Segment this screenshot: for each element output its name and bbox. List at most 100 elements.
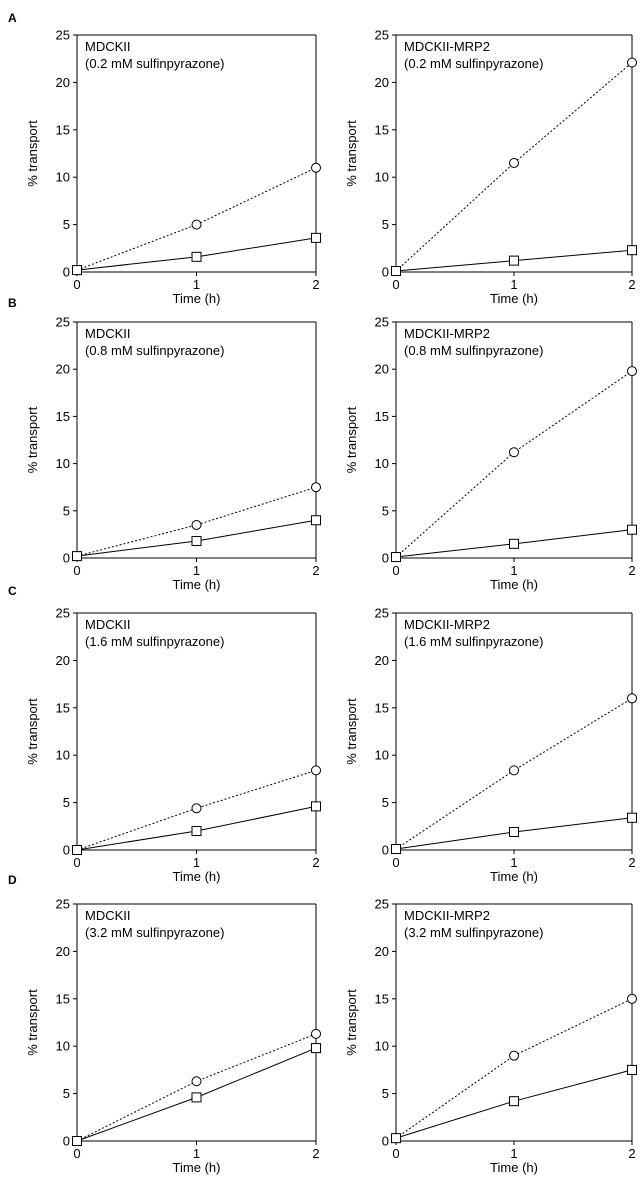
chart-title: MDCKII — [85, 39, 131, 54]
chart-subtitle: (0.2 mM sulfinpyrazone) — [404, 56, 543, 71]
y-tick-label: 5 — [382, 795, 389, 810]
data-point-square — [509, 538, 519, 549]
y-tick-label: 0 — [63, 265, 70, 280]
x-tick-label: 2 — [312, 855, 319, 870]
y-tick-label: 15 — [56, 700, 70, 715]
y-tick-label: 15 — [375, 122, 389, 137]
x-tick-label: 0 — [392, 1146, 399, 1161]
x-tick-label: 1 — [510, 277, 517, 292]
y-tick-label: 5 — [382, 1086, 389, 1101]
data-point-square — [311, 801, 321, 812]
series-line-circle — [76, 1033, 317, 1142]
data-point-square — [72, 1136, 82, 1146]
y-tick-label: 15 — [375, 409, 389, 424]
data-point-circle — [311, 765, 321, 776]
x-tick-label: 2 — [628, 855, 635, 870]
x-axis-label: Time (h) — [173, 291, 221, 306]
y-tick-label: 10 — [375, 1039, 389, 1054]
x-tick-label: 2 — [628, 277, 635, 292]
y-tick-label: 5 — [63, 795, 70, 810]
y-tick-label: 20 — [375, 75, 389, 90]
y-tick-label: 5 — [63, 1086, 70, 1101]
y-tick-label: 25 — [56, 606, 70, 621]
chart-a-mdckii-mrp2: 0 5 10 15 20 25 0 1 2 Time (h) % transport MDCKII-M… — [344, 28, 637, 306]
y-tick-label: 10 — [56, 456, 70, 471]
y-tick-label: 0 — [382, 843, 389, 858]
y-tick-label: 0 — [382, 265, 389, 280]
data-point-square — [391, 266, 401, 277]
y-tick-label: 10 — [56, 170, 70, 185]
y-tick-label: 10 — [56, 748, 70, 763]
y-tick-label: 15 — [56, 409, 70, 424]
y-tick-label: 20 — [375, 653, 389, 668]
y-tick-label: 20 — [375, 944, 389, 959]
y-tick-label: 5 — [382, 217, 389, 232]
data-point-circle — [509, 447, 519, 458]
x-tick-label: 2 — [312, 277, 319, 292]
y-tick-label: 25 — [375, 315, 389, 330]
data-point-square — [509, 255, 519, 266]
y-tick-label: 15 — [56, 991, 70, 1006]
series-line-circle — [76, 486, 317, 557]
x-axis-label: Time (h) — [173, 869, 221, 884]
x-tick-label: 1 — [193, 1146, 200, 1161]
data-point-circle — [627, 57, 637, 68]
x-axis-label: Time (h) — [490, 1160, 538, 1175]
data-point-circle — [311, 162, 321, 173]
chart-a-mdckii: 0 5 10 15 20 25 0 1 2 Time (h) % transport MDCKII (0… — [25, 28, 321, 306]
data-point-square — [191, 251, 202, 262]
chart-d-mdckii: 0 5 10 15 20 25 0 1 2 Time (h) % transport MDCKII (3… — [25, 897, 321, 1175]
y-tick-label: 0 — [63, 1134, 70, 1149]
y-tick-label: 25 — [375, 606, 389, 621]
x-tick-label: 1 — [510, 1146, 517, 1161]
data-point-circle — [311, 482, 321, 493]
y-tick-label: 5 — [63, 503, 70, 518]
x-tick-label: 0 — [392, 855, 399, 870]
data-point-square — [627, 245, 637, 256]
data-point-circle — [509, 1050, 519, 1061]
chart-title: MDCKII-MRP2 — [404, 39, 490, 54]
x-tick-label: 1 — [510, 855, 517, 870]
x-tick-label: 0 — [392, 277, 399, 292]
y-axis-label: % transport — [25, 989, 40, 1056]
data-point-square — [391, 552, 401, 563]
series-line-circle — [76, 167, 317, 271]
data-point-circle — [311, 1028, 321, 1039]
x-tick-label: 0 — [392, 563, 399, 578]
y-tick-label: 20 — [56, 944, 70, 959]
y-tick-label: 15 — [56, 122, 70, 137]
y-tick-label: 0 — [63, 551, 70, 566]
data-point-square — [72, 551, 82, 562]
chart-title: MDCKII — [85, 326, 131, 341]
x-tick-label: 0 — [73, 855, 80, 870]
data-point-circle — [191, 1076, 202, 1087]
chart-title: MDCKII-MRP2 — [404, 326, 490, 341]
data-point-circle — [191, 803, 202, 814]
y-axis-label: % transport — [344, 989, 359, 1056]
y-tick-label: 0 — [382, 551, 389, 566]
x-tick-label: 2 — [312, 1146, 319, 1161]
x-tick-label: 1 — [193, 277, 200, 292]
data-point-square — [627, 524, 637, 535]
data-point-circle — [191, 219, 202, 230]
chart-b-mdckii-mrp2: 0 5 10 15 20 25 0 1 2 Time (h) % transport MDCKII-M… — [344, 315, 637, 592]
chart-subtitle: (1.6 mM sulfinpyrazone) — [85, 634, 224, 649]
y-tick-label: 25 — [56, 315, 70, 330]
chart-c-mdckii-mrp2: 0 5 10 15 20 25 0 1 2 Time (h) % transport MDCKII-M… — [344, 606, 637, 884]
x-axis-label: Time (h) — [490, 577, 538, 592]
x-axis-label: Time (h) — [173, 1160, 221, 1175]
y-tick-label: 20 — [375, 362, 389, 377]
chart-subtitle: (3.2 mM sulfinpyrazone) — [404, 925, 543, 940]
x-tick-label: 2 — [628, 563, 635, 578]
data-point-square — [391, 1133, 401, 1144]
data-point-square — [391, 844, 401, 855]
x-tick-label: 2 — [312, 563, 319, 578]
data-point-square — [191, 536, 202, 547]
y-tick-label: 15 — [375, 991, 389, 1006]
y-tick-label: 20 — [56, 362, 70, 377]
data-point-circle — [627, 366, 637, 377]
panel-letter-b: B — [8, 296, 17, 310]
data-point-square — [627, 1064, 637, 1075]
y-tick-label: 0 — [382, 1134, 389, 1149]
